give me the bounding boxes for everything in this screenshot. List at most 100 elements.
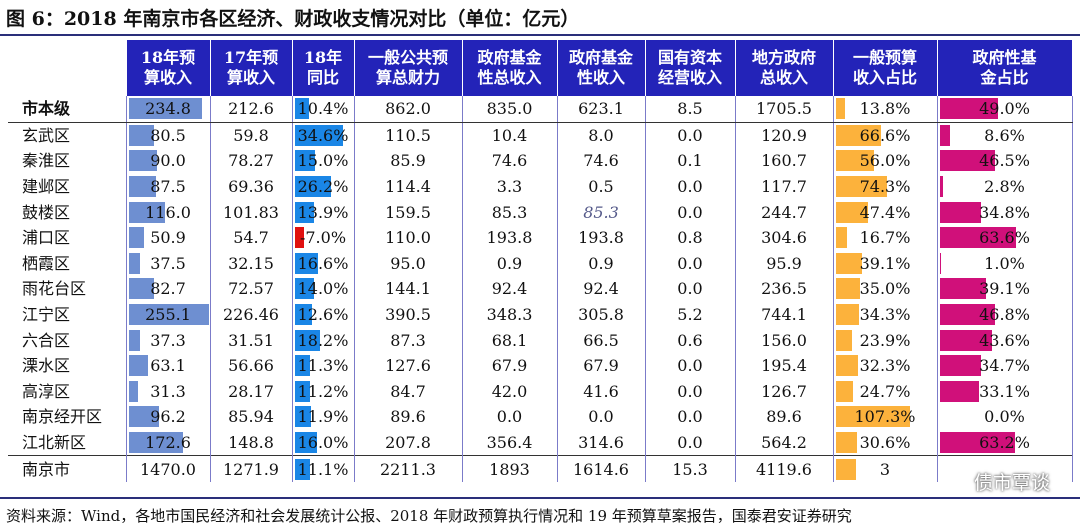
cell-fund-share: 46.5% [937,148,1073,174]
cell-value: 69.36 [228,177,274,197]
cell-fund: 74.6 [557,148,646,174]
cell-fund-share: 43.6% [937,327,1073,353]
cell-value: 212.6 [228,99,274,119]
cell-content: 314.6 [558,430,645,455]
cell-content: 114.4 [355,174,462,199]
cell-value: 34.3% [859,305,911,325]
table-row: 高淳区 31.3 28.17 11.2% 84.7 42.0 41.6 0.0 126.7 24.… [8,378,1073,405]
column-header-text: 同比 [306,68,339,87]
cell-content: 82.7 [127,276,210,301]
cell-general: 390.5 [354,301,463,328]
cell-value: 50.9 [150,228,186,248]
cell-content: 49.0% [938,96,1072,121]
cell-state: 0.1 [645,148,736,174]
cell-yoy: 15.0% [292,148,355,174]
cell-state: 0.0 [645,404,736,430]
cell-value: 0.0 [677,381,703,401]
cell-content: 127.6 [355,353,462,378]
column-header-text: 金占比 [980,68,1029,87]
top-rule [0,34,1080,36]
cell-value: 0.1 [677,151,703,171]
column-header-text: 政府性基 [972,48,1037,67]
cell-gen-share: 74.3% [833,173,938,200]
cell-general: 159.5 [354,199,463,225]
cell-name: 高淳区 [8,378,127,405]
cell-value: 54.7 [233,228,269,248]
cell-content: 212.6 [211,96,292,121]
cell-content: 14.0% [293,276,354,301]
cell-content: 87.5 [127,174,210,199]
cell-name: 秦淮区 [8,148,127,174]
cell-content: 栖霞区 [22,251,126,276]
column-header: 政府基金 性总收入 [462,40,558,96]
column-header-text: 算总财力 [375,68,440,87]
data-bar [939,329,992,351]
cell-content: 34.8% [938,200,1072,225]
table-body: 市本级 234.8 212.6 10.4% 862.0 835.0 623.1 8.5 1705… [8,96,1073,482]
cell-value: 236.5 [761,279,807,299]
cell-content: 96.2 [127,404,210,429]
cell-value: 42.0 [491,381,528,401]
cell-content: 72.57 [211,276,292,301]
cell-content: 74.6 [463,148,557,173]
cell-content: 56.66 [211,353,292,378]
cell-budget17: 59.8 [210,122,293,149]
cell-value: 59.8 [233,125,269,145]
cell-content: 1893 [463,457,557,482]
cell-value: 0.0 [677,253,703,273]
cell-local-total: 126.7 [735,378,834,405]
cell-content: 32.15 [211,251,292,276]
cell-value: 74.6 [583,151,619,171]
cell-budget18: 50.9 [126,224,211,251]
table-row: 江北新区 172.6 148.8 16.0% 207.8 356.4 314.6 0.0 564… [8,429,1073,456]
cell-fund: 623.1 [557,96,646,123]
cell-value: 0.8 [677,228,703,248]
cell-content: 2211.3 [355,457,462,482]
cell-value: 0.0 [677,433,703,453]
data-bar [294,406,311,428]
cell-fund-share: 1.0% [937,250,1073,277]
cell-value: 39.1% [859,253,911,273]
cell-content: 4119.6 [736,457,833,482]
data-bar [294,252,318,274]
cell-value: 8.0 [588,125,614,145]
cell-value: 秦淮区 [22,151,71,171]
column-header: 17年预 算收入 [210,40,293,96]
cell-content: 11.1% [293,457,354,482]
cell-fund: 0.0 [557,404,646,430]
cell-yoy: 11.2% [292,378,355,405]
cell-content: 67.9 [558,353,645,378]
cell-value: 1271.9 [223,459,279,479]
cell-content: 8.0 [558,123,645,148]
cell-content: 744.1 [736,302,833,327]
cell-value: 92.4 [491,279,528,299]
cell-state: 15.3 [645,455,736,482]
column-header-text: 总收入 [759,68,808,87]
cell-content: 193.8 [463,225,557,250]
cell-value: 90.0 [150,151,186,171]
cell-value: 六合区 [22,330,71,350]
cell-state: 0.0 [645,429,736,456]
cell-content: 0.0 [646,353,735,378]
cell-value: 390.5 [385,305,431,325]
cell-content: 秦淮区 [22,148,126,173]
data-bar [835,252,863,274]
cell-value: 117.7 [761,177,807,197]
cell-content: 1470.0 [127,457,210,482]
table-row: 建邺区 87.5 69.36 26.2% 114.4 3.3 0.5 0.0 117.7 74.3… [8,173,1073,200]
cell-content: 11.9% [293,404,354,429]
cell-fund: 193.8 [557,224,646,251]
cell-content: 46.5% [938,148,1072,173]
cell-yoy: 14.0% [292,276,355,302]
cell-name: 浦口区 [8,224,127,251]
cell-local-total: 4119.6 [735,455,834,482]
cell-state: 0.8 [645,224,736,251]
data-bar [835,432,857,454]
cell-value: 13.8% [859,99,911,119]
cell-yoy: 26.2% [292,173,355,200]
cell-content: 11.2% [293,379,354,404]
cell-value: 15.3 [672,459,708,479]
cell-budget17: 28.17 [210,378,293,405]
cell-value: 11.3% [297,356,349,376]
data-bar [294,458,310,480]
